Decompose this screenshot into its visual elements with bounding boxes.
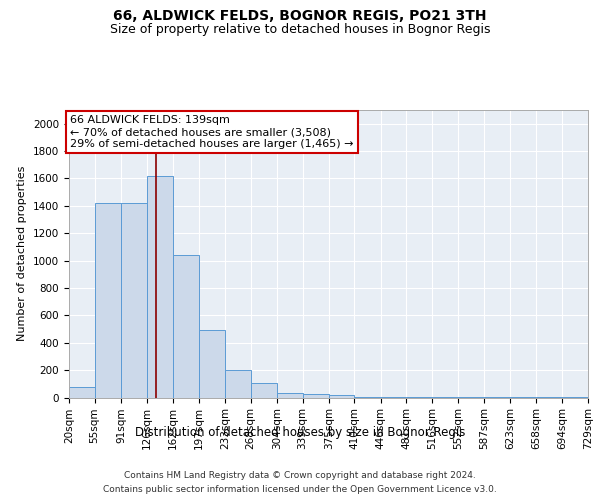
Bar [277,392,302,398]
Text: 66, ALDWICK FELDS, BOGNOR REGIS, PO21 3TH: 66, ALDWICK FELDS, BOGNOR REGIS, PO21 3T… [113,9,487,23]
Bar [95,203,121,398]
Bar [251,383,277,398]
Text: Size of property relative to detached houses in Bognor Regis: Size of property relative to detached ho… [110,22,490,36]
Bar [329,395,355,398]
Text: Contains HM Land Registry data © Crown copyright and database right 2024.: Contains HM Land Registry data © Crown c… [124,472,476,480]
Bar [381,397,406,398]
Bar [173,255,199,398]
Bar [69,386,95,398]
Y-axis label: Number of detached properties: Number of detached properties [17,166,28,342]
Bar [146,176,173,398]
Bar [199,330,225,398]
Text: Contains public sector information licensed under the Open Government Licence v3: Contains public sector information licen… [103,484,497,494]
Bar [225,370,251,398]
Text: Distribution of detached houses by size in Bognor Regis: Distribution of detached houses by size … [135,426,465,439]
Bar [121,203,146,398]
Bar [302,394,329,398]
Text: 66 ALDWICK FELDS: 139sqm
← 70% of detached houses are smaller (3,508)
29% of sem: 66 ALDWICK FELDS: 139sqm ← 70% of detach… [70,116,354,148]
Bar [355,397,381,398]
